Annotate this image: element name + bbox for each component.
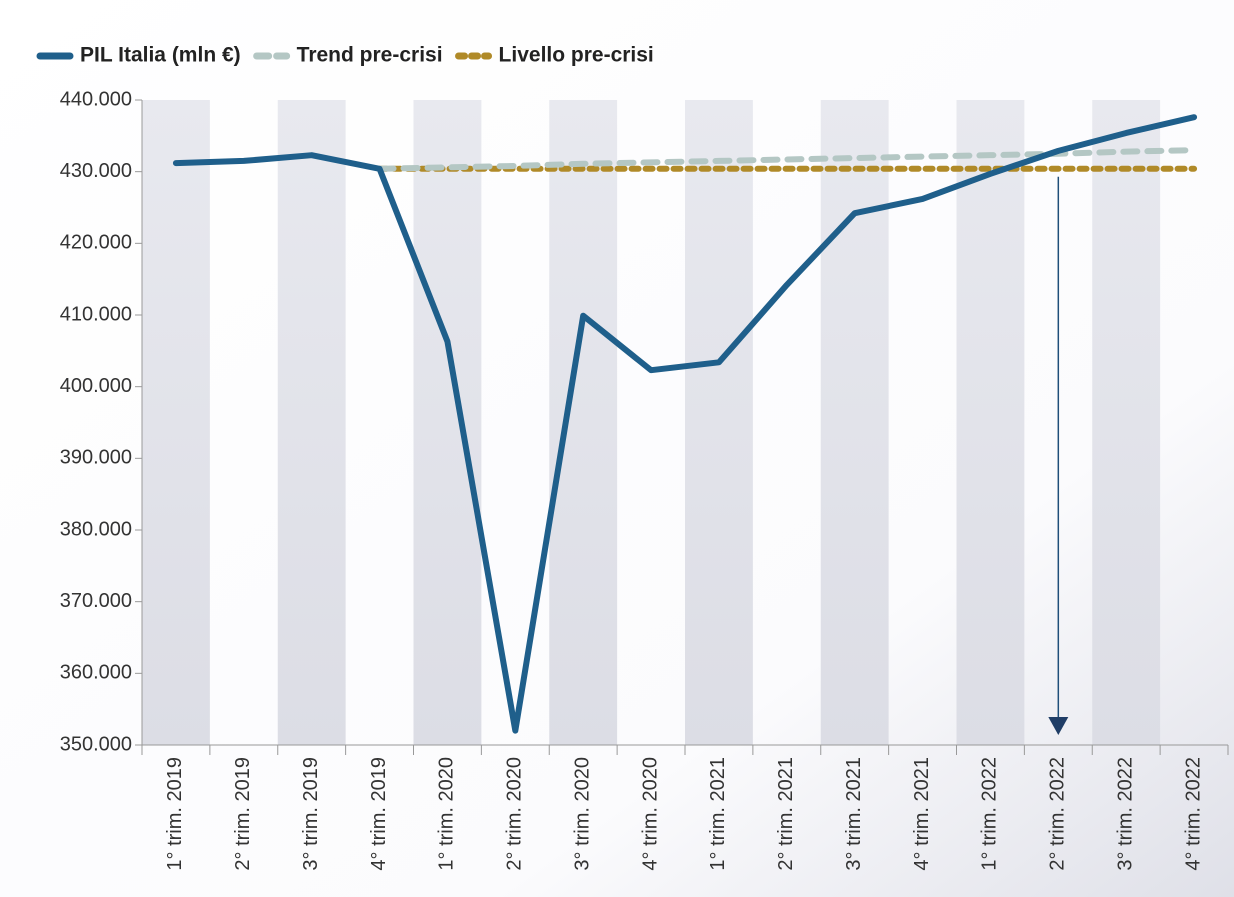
y-tick-label: 410.000 [60,303,132,325]
x-tick-label: 1° trim. 2021 [707,757,729,871]
x-tick-label: 3° trim. 2019 [300,757,322,871]
background-band [1092,100,1161,745]
x-tick-label: 3° trim. 2020 [571,757,593,871]
background-band [277,100,346,745]
y-tick-label: 390.000 [60,447,132,469]
y-tick-label: 420.000 [60,232,132,254]
x-tick-label: 2° trim. 2021 [775,757,797,871]
x-tick-label: 2° trim. 2019 [232,757,254,871]
legend-label: PIL Italia (mln €) [80,44,241,67]
x-tick-label: 4° trim. 2021 [911,757,933,871]
x-tick-label: 4° trim. 2019 [368,757,390,871]
y-tick-label: 370.000 [60,590,132,612]
y-tick-label: 400.000 [60,375,132,397]
x-tick-label: 1° trim. 2022 [979,757,1001,871]
x-tick-label: 3° trim. 2021 [843,757,865,871]
background-band [142,100,210,745]
series-line [172,114,1198,734]
x-tick-label: 4° trim. 2022 [1182,757,1204,871]
y-tick-label: 430.000 [60,160,132,182]
y-tick-label: 440.000 [60,88,132,110]
x-tick-label: 1° trim. 2019 [164,757,186,871]
x-tick-label: 4° trim. 2020 [639,757,661,871]
background-band [820,100,889,745]
y-tick-label: 360.000 [60,662,132,684]
legend-label: Trend pre-crisi [297,44,443,67]
y-tick-label: 380.000 [60,518,132,540]
background-band [956,100,1025,745]
background-band [549,100,618,745]
arrow-head [1048,717,1069,735]
x-tick-label: 1° trim. 2020 [436,757,458,871]
background-band [413,100,482,745]
x-tick-label: 2° trim. 2022 [1047,757,1069,871]
x-tick-label: 3° trim. 2022 [1114,757,1136,871]
legend-label: Livello pre-crisi [499,44,654,67]
x-tick-label: 2° trim. 2020 [504,757,526,871]
background-band [685,100,753,745]
y-tick-label: 350.000 [60,733,132,755]
